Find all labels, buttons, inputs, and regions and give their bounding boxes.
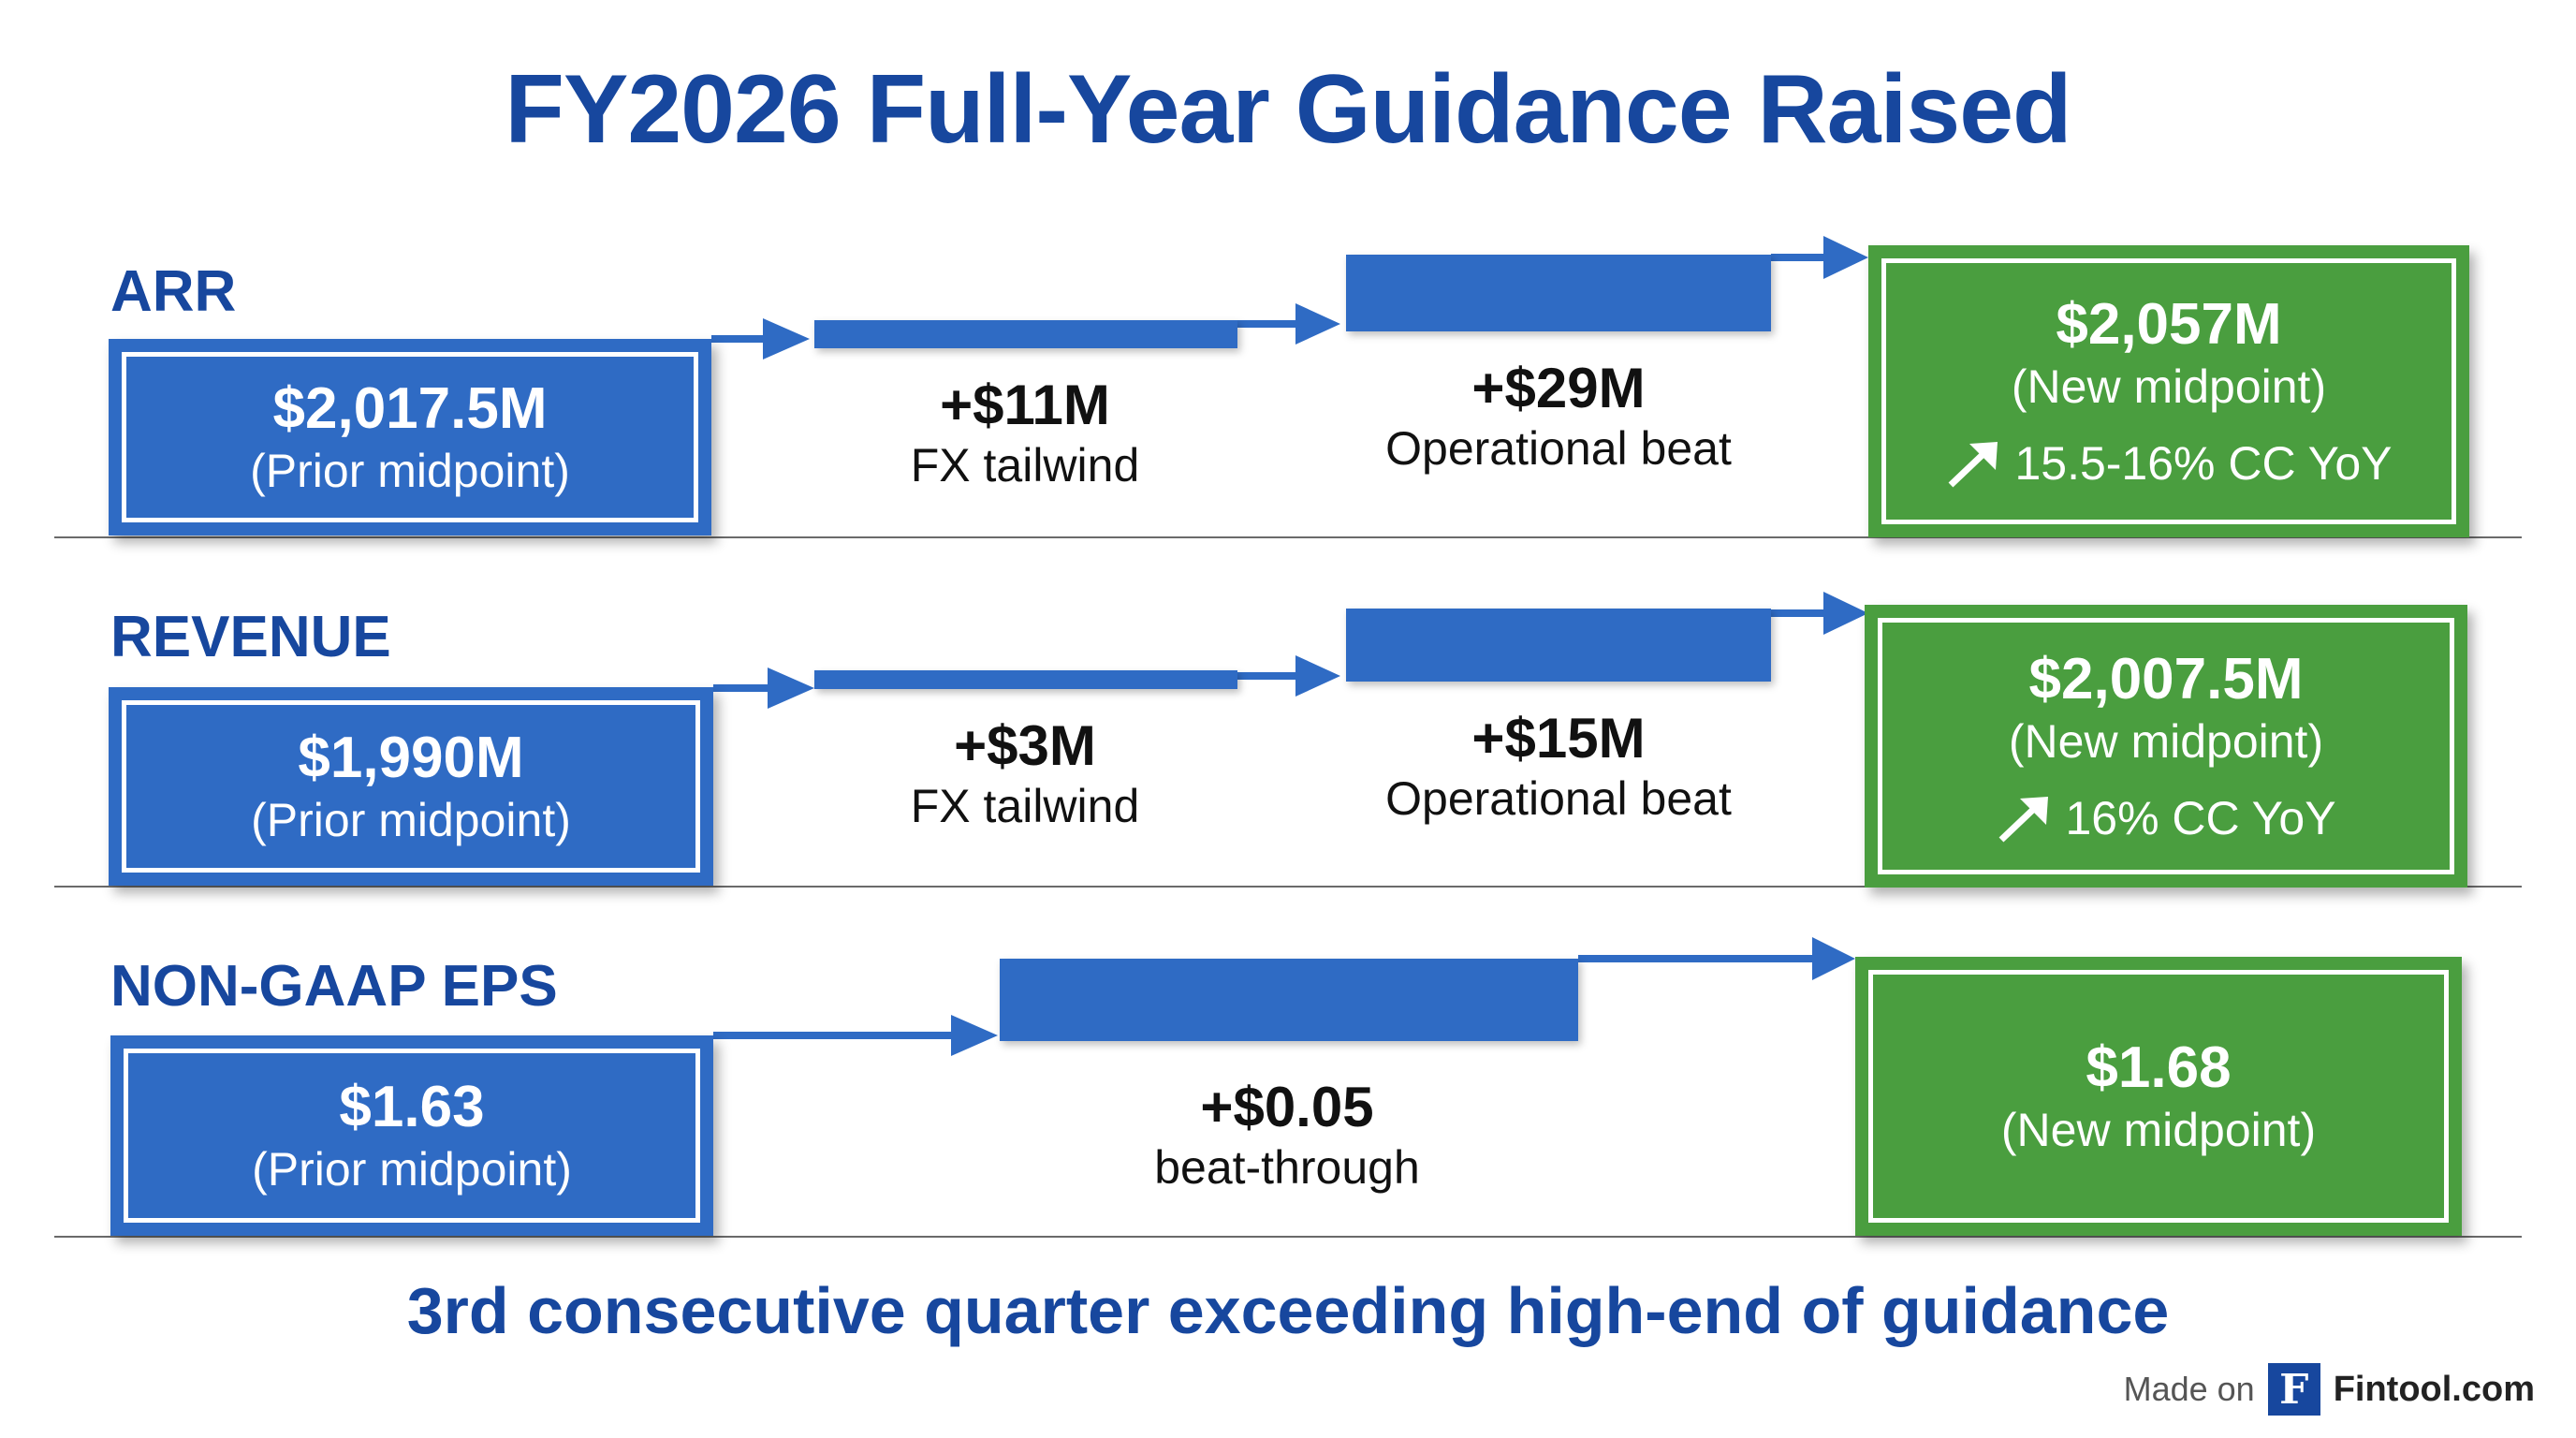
- attribution[interactable]: Made on F Fintool.com: [2124, 1363, 2535, 1416]
- arrow-up-right-icon: [1949, 441, 1998, 488]
- divider-eps: [54, 1236, 2522, 1238]
- arr-arrowhead-1: [763, 318, 810, 360]
- fintool-logo-icon: F: [2267, 1363, 2320, 1416]
- section-label-revenue: REVENUE: [110, 605, 391, 669]
- revenue-growth-text: 16% CC YoY: [2065, 791, 2336, 844]
- eps-arrowhead-2: [1812, 937, 1855, 980]
- arr-step-bar-operational: [1346, 255, 1771, 331]
- arr-step-bar-fx: [814, 320, 1237, 348]
- arr-arrowhead-3: [1823, 236, 1868, 279]
- revenue-step-bar-operational: [1346, 609, 1771, 682]
- revenue-arrowhead-2: [1295, 655, 1340, 697]
- revenue-new-value: $2,007.5M: [2028, 647, 2304, 712]
- arr-prior-value: $2,017.5M: [272, 376, 548, 442]
- section-label-arr: ARR: [110, 259, 237, 324]
- divider-revenue: [54, 886, 2522, 888]
- page-title: FY2026 Full-Year Guidance Raised: [505, 55, 2071, 164]
- revenue-arrowhead-3: [1823, 592, 1868, 635]
- arr-step-fx-caption: FX tailwind: [910, 439, 1140, 492]
- arr-prior-caption: (Prior midpoint): [250, 444, 570, 497]
- revenue-prior-box: $1,990M (Prior midpoint): [109, 687, 713, 886]
- revenue-step-fx-value: +$3M: [954, 714, 1096, 777]
- revenue-step-fx: +$3M FX tailwind: [824, 713, 1226, 834]
- arr-prior-box: $2,017.5M (Prior midpoint): [109, 339, 711, 536]
- eps-step-bar-beat: [1000, 959, 1578, 1041]
- revenue-new-box: $2,007.5M (New midpoint) 16% CC YoY: [1865, 605, 2467, 888]
- eps-step-beat-caption: beat-through: [1154, 1141, 1420, 1194]
- arr-step-operational: +$29M Operational beat: [1339, 356, 1778, 477]
- revenue-step-operational-value: +$15M: [1471, 707, 1646, 770]
- revenue-step-fx-caption: FX tailwind: [910, 780, 1140, 832]
- eps-step-beat: +$0.05 beat-through: [1067, 1075, 1507, 1196]
- divider-arr: [54, 536, 2522, 538]
- eps-new-value: $1.68: [2086, 1035, 2232, 1101]
- revenue-step-bar-fx: [814, 670, 1237, 689]
- eps-arrowhead-1: [951, 1015, 998, 1056]
- arr-growth-text: 15.5-16% CC YoY: [2014, 436, 2393, 490]
- arr-new-caption: (New midpoint): [2011, 360, 2327, 413]
- arr-arrowhead-2: [1295, 303, 1340, 345]
- revenue-step-operational-caption: Operational beat: [1385, 772, 1732, 825]
- revenue-step-operational: +$15M Operational beat: [1339, 706, 1778, 827]
- arr-step-fx: +$11M FX tailwind: [824, 373, 1226, 493]
- revenue-arrowhead-1: [768, 668, 814, 709]
- revenue-prior-caption: (Prior midpoint): [251, 793, 571, 846]
- arr-step-fx-value: +$11M: [940, 374, 1110, 436]
- arr-new-box: $2,057M (New midpoint) 15.5-16% CC YoY: [1868, 245, 2469, 537]
- eps-prior-caption: (Prior midpoint): [252, 1142, 572, 1196]
- arr-new-value: $2,057M: [2056, 292, 2282, 358]
- eps-prior-box: $1.63 (Prior midpoint): [110, 1035, 713, 1236]
- arrow-up-right-icon: [1999, 796, 2049, 843]
- eps-new-box: $1.68 (New midpoint): [1855, 957, 2462, 1236]
- section-label-eps: NON-GAAP EPS: [110, 954, 558, 1019]
- revenue-growth: 16% CC YoY: [1996, 790, 2336, 846]
- eps-new-caption: (New midpoint): [2000, 1103, 2317, 1156]
- revenue-new-caption: (New midpoint): [2008, 714, 2324, 768]
- eps-step-beat-value: +$0.05: [1200, 1076, 1374, 1138]
- arr-step-operational-caption: Operational beat: [1385, 422, 1732, 475]
- attribution-prefix: Made on: [2123, 1370, 2255, 1408]
- arr-growth: 15.5-16% CC YoY: [1945, 435, 2393, 492]
- revenue-prior-value: $1,990M: [298, 726, 524, 791]
- attribution-brand[interactable]: Fintool.com: [2333, 1369, 2535, 1409]
- eps-prior-value: $1.63: [339, 1075, 485, 1140]
- arr-step-operational-value: +$29M: [1471, 357, 1646, 419]
- footer-note: 3rd consecutive quarter exceeding high-e…: [406, 1274, 2170, 1347]
